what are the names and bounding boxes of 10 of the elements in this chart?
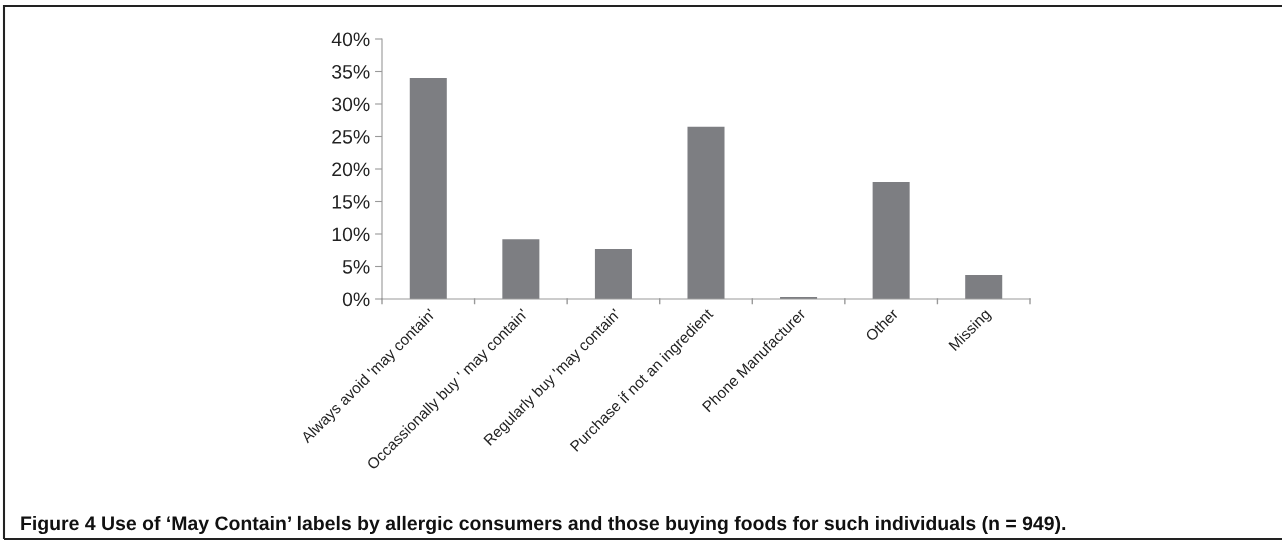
y-tick-label: 20%: [332, 162, 370, 177]
y-tick-label: 35%: [332, 64, 370, 79]
y-tick-label: 0%: [342, 292, 370, 307]
y-tick-label: 25%: [332, 129, 370, 144]
y-tick-label: 40%: [331, 32, 370, 47]
y-tick-label: 30%: [332, 97, 370, 112]
y-tick-label: 15%: [332, 195, 370, 209]
y-tick-label: 5%: [342, 260, 370, 274]
y-tick-label: 10%: [332, 227, 370, 242]
caption: Figure 4 Use of ‘May Contain’ labels by allergic consumers and those buying foods for such individuals (n = 949).: [21, 515, 1066, 535]
